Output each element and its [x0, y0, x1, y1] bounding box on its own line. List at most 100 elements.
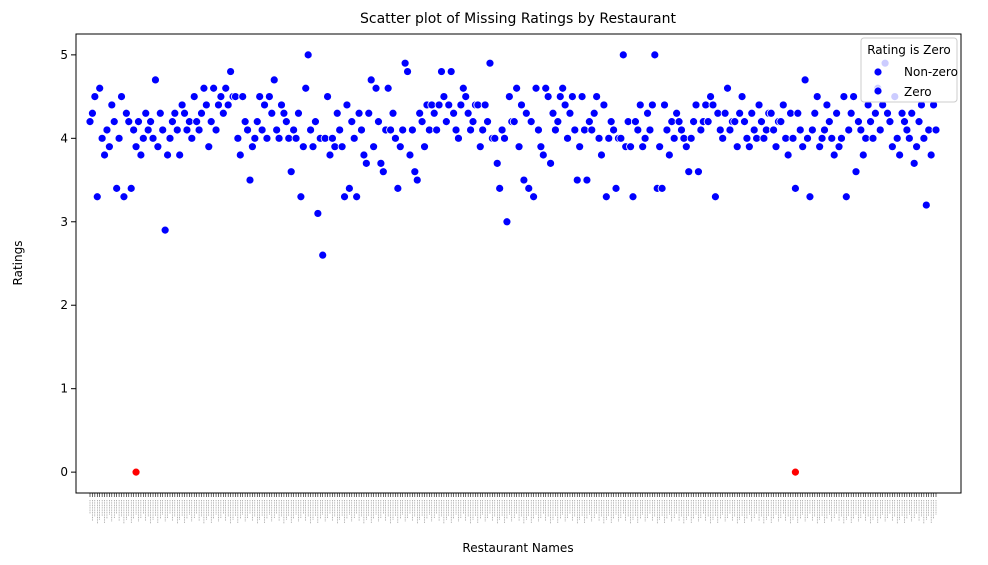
data-point-nonzero [318, 250, 328, 260]
legend-box [860, 37, 958, 103]
data-point-nonzero [136, 150, 146, 160]
data-point-nonzero [662, 125, 672, 135]
data-point-nonzero [342, 100, 352, 110]
data-point-nonzero [604, 133, 614, 143]
data-point-nonzero [904, 133, 914, 143]
data-point-nonzero [408, 125, 417, 135]
data-point-nonzero [866, 117, 875, 127]
data-point-nonzero [548, 108, 558, 118]
data-point-nonzero [349, 133, 359, 143]
data-point-nonzero [752, 133, 762, 143]
data-point-nonzero [88, 108, 97, 118]
data-point-nonzero [255, 92, 265, 101]
data-point-nonzero [184, 117, 194, 127]
data-point-nonzero [761, 125, 771, 135]
data-point-nonzero [541, 83, 551, 93]
y-tick-label: 0 [60, 465, 68, 479]
data-point-nonzero [398, 125, 408, 135]
data-point-nonzero [114, 133, 124, 143]
data-point-nonzero [919, 133, 929, 143]
data-point-nonzero [870, 108, 880, 118]
data-point-nonzero [240, 117, 250, 127]
data-point-nonzero [221, 83, 231, 93]
data-point-nonzero [907, 108, 917, 118]
data-point-nonzero [296, 192, 306, 202]
data-point-nonzero [577, 92, 587, 101]
y-tick-label: 4 [60, 131, 68, 145]
data-point-nonzero [301, 83, 311, 93]
data-point-nonzero [175, 150, 185, 160]
data-point-nonzero [560, 100, 570, 110]
data-point-nonzero [170, 108, 180, 118]
data-point-nonzero [543, 92, 553, 101]
data-point-nonzero [781, 133, 791, 143]
data-point-nonzero [694, 167, 703, 177]
data-point-nonzero [274, 133, 284, 143]
data-point-nonzero [313, 209, 323, 218]
data-point-nonzero [415, 108, 425, 118]
data-point-nonzero [277, 100, 286, 110]
data-point-nonzero [902, 125, 912, 135]
data-point-nonzero [618, 50, 628, 60]
y-tick-label: 1 [60, 382, 68, 396]
data-point-nonzero [793, 108, 803, 118]
legend-title: Rating is Zero [867, 43, 951, 57]
data-point-nonzero [461, 92, 471, 101]
data-point-nonzero [151, 75, 160, 85]
data-point-nonzero [347, 117, 357, 127]
data-point-nonzero [483, 117, 492, 127]
data-point-nonzero [473, 100, 483, 110]
legend-label-zero: Zero [904, 85, 932, 99]
data-point-nonzero [311, 117, 320, 127]
legend-marker-zero [873, 86, 883, 96]
data-point-nonzero [631, 117, 640, 127]
data-point-nonzero [286, 167, 296, 177]
data-point-nonzero [778, 100, 788, 110]
data-point-nonzero [626, 142, 635, 152]
data-point-nonzero [858, 150, 868, 160]
data-point-nonzero [531, 83, 541, 93]
data-point-nonzero [701, 100, 711, 110]
data-point-nonzero [211, 125, 221, 135]
data-point-nonzero [502, 217, 512, 227]
data-point-nonzero [803, 133, 812, 143]
data-point-nonzero [786, 108, 795, 118]
data-point-nonzero [371, 83, 381, 93]
data-point-nonzero [909, 158, 919, 168]
data-point-nonzero [124, 117, 134, 127]
data-point-nonzero [441, 117, 451, 127]
data-point-nonzero [844, 125, 854, 135]
data-point-nonzero [788, 133, 798, 143]
data-point-nonzero [849, 92, 858, 101]
data-point-nonzero [703, 117, 713, 127]
x-axis-label: Restaurant Names [462, 541, 573, 555]
data-point-nonzero [109, 117, 119, 127]
data-point-nonzero [711, 192, 720, 202]
data-point-nonzero [92, 192, 102, 202]
data-point-nonzero [153, 142, 163, 152]
data-point-nonzero [737, 92, 747, 101]
data-point-nonzero [822, 100, 832, 110]
data-point-nonzero [567, 92, 577, 101]
data-point-nonzero [352, 192, 362, 202]
data-point-nonzero [558, 83, 568, 93]
data-point-nonzero [458, 83, 468, 93]
data-point-nonzero [732, 142, 742, 152]
data-point-nonzero [914, 117, 924, 127]
data-point-nonzero [759, 133, 769, 143]
data-point-nonzero [495, 183, 505, 193]
data-point-nonzero [521, 108, 531, 118]
data-point-nonzero [691, 100, 701, 110]
data-point-nonzero [364, 108, 374, 118]
data-point-nonzero [417, 117, 427, 127]
data-point-nonzero [400, 58, 410, 68]
data-point-nonzero [681, 142, 691, 152]
data-point-nonzero [446, 67, 456, 76]
data-point-nonzero [749, 125, 759, 135]
data-point-nonzero [730, 117, 740, 127]
data-point-nonzero [689, 117, 698, 127]
y-tick-label: 3 [60, 215, 68, 229]
data-point-nonzero [320, 133, 330, 143]
data-point-nonzero [216, 92, 226, 101]
data-point-nonzero [747, 108, 757, 118]
